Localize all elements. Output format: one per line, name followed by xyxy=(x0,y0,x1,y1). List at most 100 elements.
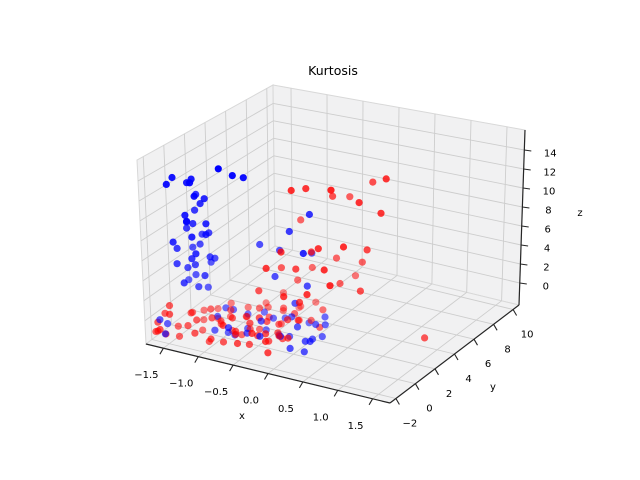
data-point-blue xyxy=(256,240,264,249)
data-point-red xyxy=(369,178,377,186)
data-point-red xyxy=(307,248,315,256)
data-point-blue xyxy=(299,249,307,258)
data-point-red xyxy=(329,192,337,200)
data-point-blue xyxy=(204,283,212,291)
data-point-red xyxy=(297,216,305,224)
data-point-blue xyxy=(169,238,177,246)
data-point-red xyxy=(233,339,242,348)
data-point-red xyxy=(356,287,364,295)
data-point-red xyxy=(262,264,270,272)
data-point-red xyxy=(255,304,264,312)
x-tick xyxy=(298,381,304,389)
data-point-blue xyxy=(228,172,236,180)
data-point-blue xyxy=(183,224,191,232)
z-tick-label: 14 xyxy=(544,149,557,160)
data-point-red xyxy=(263,317,271,326)
data-point-blue xyxy=(168,173,176,182)
z-axis-spine xyxy=(518,129,526,306)
data-point-blue xyxy=(239,174,247,182)
data-point-red xyxy=(326,282,334,290)
y-tick-label: 8 xyxy=(504,344,510,355)
data-point-blue xyxy=(162,180,170,188)
data-point-red xyxy=(308,263,316,272)
data-point-red xyxy=(292,265,300,273)
y-tick-label: 10 xyxy=(521,330,534,341)
data-point-blue xyxy=(305,210,313,219)
z-tick xyxy=(523,168,531,171)
z-tick-label: 12 xyxy=(543,168,556,179)
x-tick xyxy=(159,347,164,355)
data-point-blue xyxy=(164,320,172,328)
data-point-red xyxy=(275,332,283,340)
data-point-red xyxy=(156,325,164,334)
data-point-red xyxy=(302,185,310,193)
data-point-red xyxy=(243,313,251,321)
y-tick-label: 4 xyxy=(465,374,471,385)
data-point-blue xyxy=(271,272,279,281)
z-tick-label: 2 xyxy=(543,263,549,274)
x-tick-label: −1.0 xyxy=(169,379,193,390)
data-point-blue xyxy=(214,165,222,173)
y-tick xyxy=(512,309,518,316)
y-tick-label: 6 xyxy=(485,359,491,370)
data-point-red xyxy=(200,306,208,314)
z-tick xyxy=(520,263,528,266)
data-point-red xyxy=(363,246,371,254)
z-tick-label: 4 xyxy=(544,244,550,255)
data-point-red xyxy=(358,258,366,266)
data-point-blue xyxy=(303,282,311,290)
data-point-red xyxy=(275,320,283,328)
data-point-blue xyxy=(173,244,181,252)
data-point-red xyxy=(280,293,288,301)
chart-title: Kurtosis xyxy=(308,63,358,78)
data-point-blue xyxy=(257,317,265,325)
data-point-red xyxy=(339,243,348,251)
x-axis-label: x xyxy=(239,411,245,422)
z-tick-label: 0 xyxy=(543,282,549,293)
x-tick-label: −0.5 xyxy=(204,387,228,398)
x-tick xyxy=(333,390,339,397)
data-point-blue xyxy=(183,217,191,225)
z-tick xyxy=(524,149,532,152)
tick-labels: −1.5 −1.0 −0.5 0.0 0.5 1.0 1.5 −2 0 2 4 6 8 10 0 2 4 6 8 10… xyxy=(134,149,556,432)
data-point-red xyxy=(327,186,335,194)
data-point-blue xyxy=(312,320,320,329)
data-point-red xyxy=(207,335,215,343)
data-point-blue xyxy=(293,323,302,331)
x-tick xyxy=(368,398,374,406)
data-point-blue xyxy=(211,326,219,334)
z-tick xyxy=(521,244,529,247)
data-point-red xyxy=(377,209,385,217)
data-point-blue xyxy=(184,264,192,272)
data-point-blue xyxy=(286,344,294,352)
data-point-red xyxy=(382,175,390,183)
data-point-red xyxy=(255,287,263,295)
y-axis-label: y xyxy=(490,382,496,393)
z-tick-label: 6 xyxy=(545,225,551,236)
data-point-red xyxy=(295,298,304,306)
y-tick-label: −2 xyxy=(403,419,418,430)
data-point-red xyxy=(232,330,240,338)
y-tick xyxy=(473,338,478,346)
data-point-red xyxy=(187,309,195,317)
data-point-blue xyxy=(186,179,194,187)
y-tick xyxy=(454,353,459,361)
data-point-blue xyxy=(196,200,204,208)
data-point-blue xyxy=(224,324,233,332)
data-point-red xyxy=(262,330,270,338)
data-point-red xyxy=(355,199,363,207)
data-point-blue xyxy=(206,253,214,261)
data-point-red xyxy=(320,266,328,274)
data-points xyxy=(152,165,429,357)
data-point-blue xyxy=(202,231,210,239)
data-point-blue xyxy=(189,220,197,228)
z-tick xyxy=(522,206,530,209)
data-point-red xyxy=(165,302,174,310)
data-point-blue xyxy=(318,333,326,341)
data-point-blue xyxy=(200,195,208,203)
data-point-blue xyxy=(285,227,293,236)
z-axis-label: z xyxy=(577,208,582,219)
data-point-blue xyxy=(192,271,200,279)
y-tick xyxy=(493,324,498,331)
